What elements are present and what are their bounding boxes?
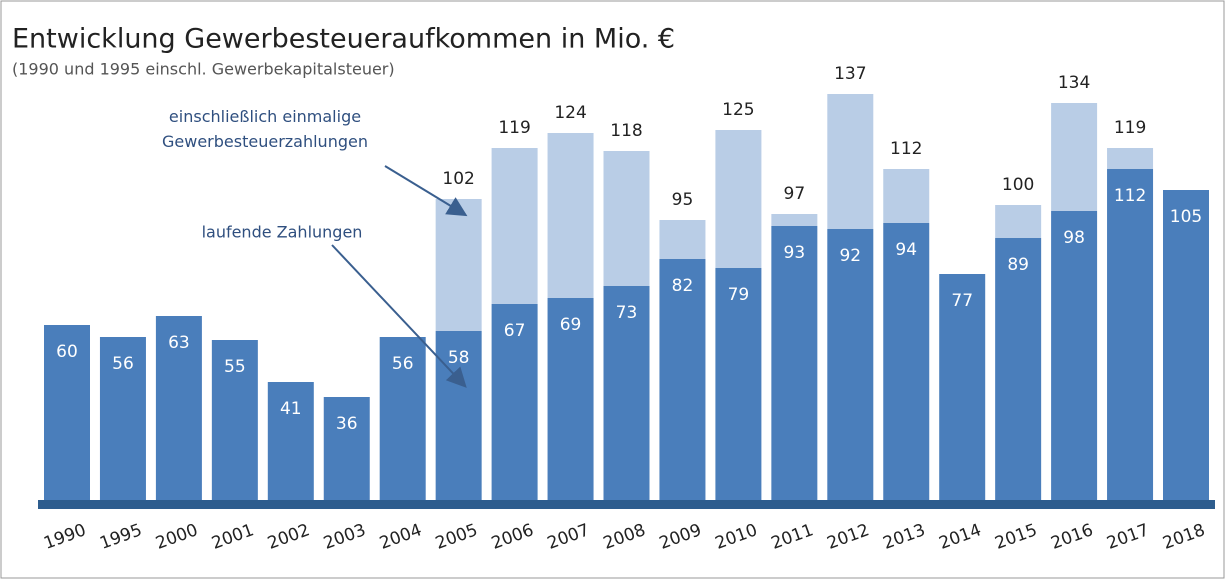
bar-segment (1107, 148, 1154, 169)
total-label: 134 (1058, 73, 1090, 93)
bar-segment (99, 337, 146, 505)
total-label: 124 (554, 103, 586, 123)
bar-segment (715, 268, 762, 505)
bar-segment (603, 151, 650, 286)
bar-segment (659, 220, 706, 259)
total-label: 100 (1002, 175, 1034, 195)
bar-segment (435, 331, 482, 505)
arrow (384, 165, 468, 217)
value-label: 63 (168, 333, 190, 353)
value-label: 36 (336, 414, 358, 434)
value-label: 73 (616, 303, 638, 323)
total-label: 119 (1114, 118, 1146, 138)
value-label: 112 (1114, 186, 1146, 206)
bar-segment (771, 226, 818, 505)
bar-segment (323, 397, 370, 505)
bar-segment (1163, 190, 1209, 505)
bar-segment (827, 229, 874, 505)
value-label: 79 (728, 285, 750, 305)
chart-subtitle: (1990 und 1995 einschl. Gewerbekapitalst… (12, 60, 395, 79)
bar-segment (267, 382, 314, 505)
total-label: 102 (442, 169, 474, 189)
total-label: 137 (834, 64, 866, 84)
value-label: 98 (1063, 228, 1085, 248)
value-label: 77 (951, 291, 973, 311)
value-label: 82 (672, 276, 694, 296)
value-label: 93 (784, 243, 806, 263)
bar-segment (995, 205, 1042, 238)
bar-segment (603, 286, 650, 505)
total-label: 118 (610, 121, 642, 141)
value-label: 92 (839, 246, 861, 266)
bar-segment (435, 199, 482, 331)
bar-segment (883, 169, 930, 223)
bar-segment (155, 316, 202, 505)
total-label: 97 (784, 184, 806, 204)
bar-segment (491, 148, 538, 304)
value-label: 55 (224, 357, 246, 377)
value-label: 56 (392, 354, 414, 374)
bar-segment (995, 238, 1042, 505)
legend-entry: einschließlich einmalige Gewerbesteuerza… (162, 107, 368, 151)
value-label: 94 (895, 240, 917, 260)
legend-entry: laufende Zahlungen (202, 223, 363, 242)
total-label: 95 (672, 190, 694, 210)
bar-segment (547, 133, 594, 298)
baseline (38, 500, 1215, 509)
total-label: 119 (498, 118, 530, 138)
value-label: 56 (112, 354, 134, 374)
bar-segment (659, 259, 706, 505)
value-label: 69 (560, 315, 582, 335)
value-label: 89 (1007, 255, 1029, 275)
bar-segment (547, 298, 594, 505)
total-label: 112 (890, 139, 922, 159)
bar-segment (939, 274, 986, 505)
bar-segment (827, 94, 874, 229)
value-label: 67 (504, 321, 526, 341)
bar-segment (715, 130, 762, 268)
bar-segment (883, 223, 930, 505)
bar-segment (211, 340, 258, 505)
value-label: 105 (1170, 207, 1202, 227)
value-label: 41 (280, 399, 302, 419)
bar-segment (771, 214, 818, 226)
bar-segment (491, 304, 538, 505)
bar-segment (1107, 169, 1154, 505)
annotation-box: einschließlich einmalige Gewerbesteuerza… (162, 107, 368, 151)
value-label: 60 (56, 342, 78, 362)
bar-segment (379, 337, 426, 505)
value-label: 58 (448, 348, 470, 368)
total-label: 125 (722, 100, 754, 120)
arrow (331, 244, 467, 388)
bar-segment (1051, 211, 1098, 505)
bar-segment (1051, 103, 1098, 211)
chart-title: Entwicklung Gewerbesteueraufkommen in Mi… (12, 24, 675, 55)
bar-segment (44, 325, 90, 505)
